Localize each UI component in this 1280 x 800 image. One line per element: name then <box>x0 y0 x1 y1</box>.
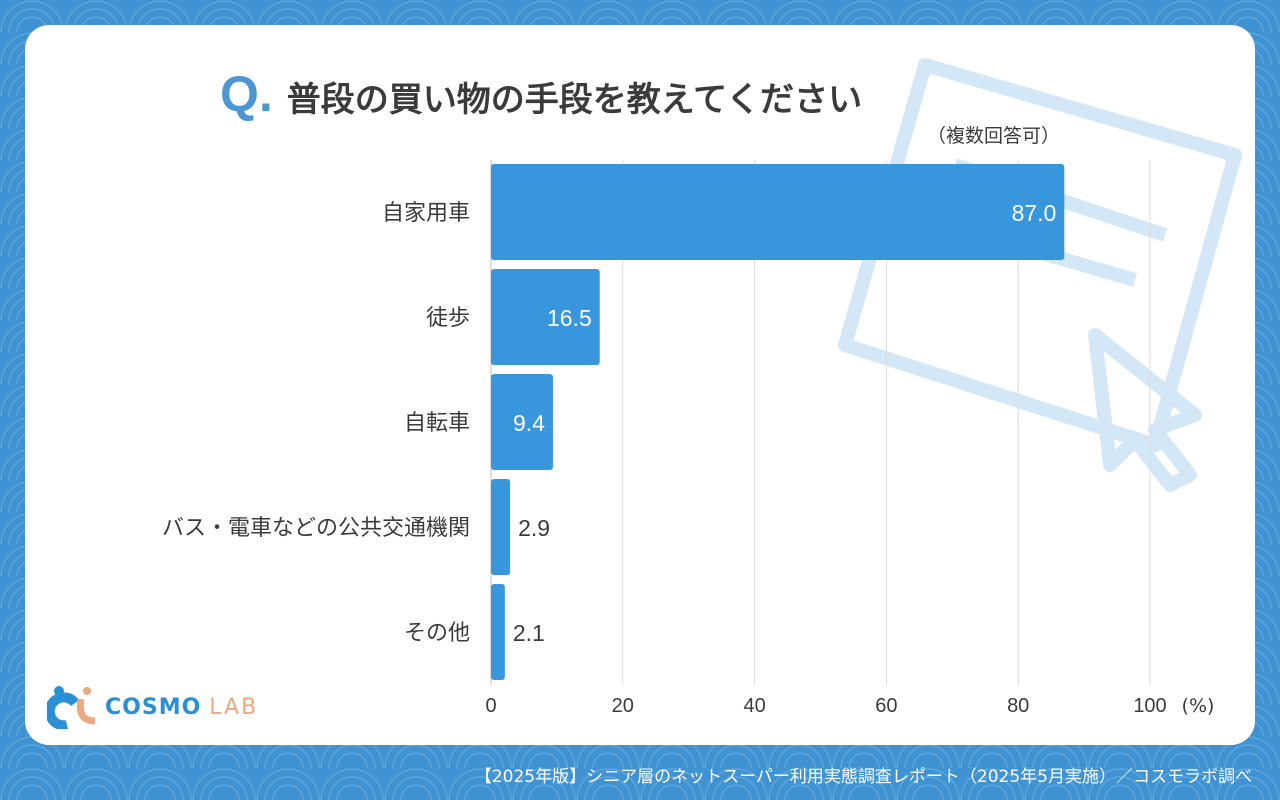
chart-card: Q. 普段の買い物の手段を教えてください （複数回答可） COSMO LAB <box>25 25 1255 745</box>
x-tick-label: 20 <box>612 695 634 717</box>
x-tick-label: 60 <box>875 695 897 717</box>
data-label: 16.5 <box>547 305 592 331</box>
data-label: 87.0 <box>1012 200 1057 226</box>
bar <box>491 269 600 365</box>
x-tick-label: 40 <box>743 695 765 717</box>
data-label: 2.9 <box>518 515 550 541</box>
q-mark: Q. <box>220 66 273 122</box>
logo-lab: LAB <box>209 694 259 720</box>
category-label: 自転車 <box>404 411 470 436</box>
chart-title: Q. 普段の買い物の手段を教えてください <box>220 65 862 123</box>
bar <box>491 164 1065 260</box>
category-label: その他 <box>404 621 470 646</box>
x-unit-label: (%) <box>1182 695 1215 717</box>
category-label: 自家用車 <box>382 201 470 226</box>
data-label: 2.1 <box>513 620 545 646</box>
x-tick-label: 0 <box>485 695 496 717</box>
x-tick-label: 80 <box>1007 695 1029 717</box>
bar <box>491 479 511 575</box>
logo-cosmo: COSMO <box>105 694 202 720</box>
x-tick-label: 100 <box>1133 695 1166 717</box>
data-label: 9.4 <box>513 410 545 436</box>
question-text: 普段の買い物の手段を教えてください <box>286 80 863 120</box>
bar <box>491 584 505 680</box>
logo-mark-icon <box>47 686 96 729</box>
category-label: 徒歩 <box>426 306 470 331</box>
category-label: バス・電車などの公共交通機関 <box>162 516 470 541</box>
cosmo-lab-logo: COSMO LAB <box>47 685 258 729</box>
bar <box>491 374 553 470</box>
multi-answer-note: （複数回答可） <box>926 125 1060 147</box>
footer-source: 【2025年版】シニア層のネットスーパー利用実態調査レポート（2025年5月実施… <box>474 767 1252 787</box>
